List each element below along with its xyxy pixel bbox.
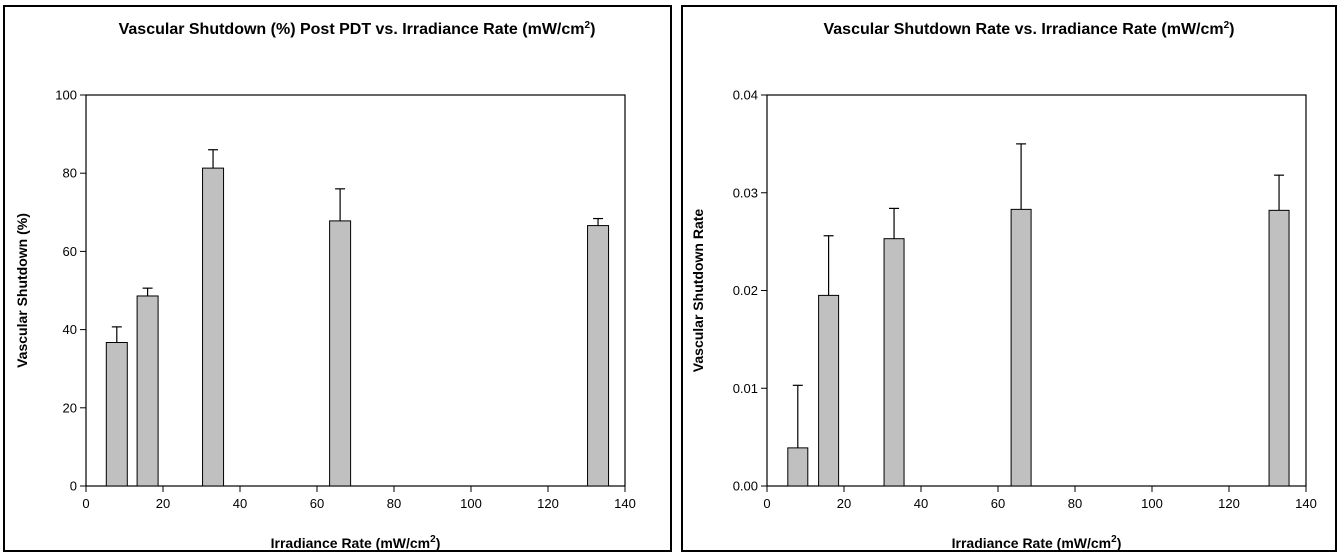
x-tick-label: 20 <box>837 496 851 511</box>
label-superscript: 2 <box>1224 20 1230 31</box>
x-tick-label: 100 <box>460 496 482 511</box>
x-tick-label: 20 <box>156 496 170 511</box>
chart-title: Vascular Shutdown (%) Post PDT vs. Irrad… <box>119 20 596 38</box>
x-tick-label: 140 <box>1295 496 1317 511</box>
label-superscript: 2 <box>1111 534 1117 545</box>
label-superscript: 2 <box>585 20 591 31</box>
label-text: Irradiance Rate (mW/cm <box>952 535 1112 551</box>
label-superscript: 2 <box>430 534 436 545</box>
bar <box>202 167 225 487</box>
bar <box>587 225 610 487</box>
chart-title: Vascular Shutdown Rate vs. Irradiance Ra… <box>823 20 1234 38</box>
bar <box>1010 208 1032 487</box>
y-tick-label: 100 <box>55 88 77 103</box>
x-axis-label: Irradiance Rate (mW/cm2) <box>952 534 1122 551</box>
x-tick-label: 0 <box>763 496 770 511</box>
bar <box>787 447 809 487</box>
x-axis-label: Irradiance Rate (mW/cm2) <box>271 534 441 551</box>
y-tick-label: 40 <box>63 322 77 337</box>
bar <box>329 220 352 487</box>
chart-svg-left: Vascular Shutdown (%) Post PDT vs. Irrad… <box>14 20 636 551</box>
label-text: Vascular Shutdown Rate vs. Irradiance Ra… <box>823 21 1223 38</box>
x-tick-label: 60 <box>310 496 324 511</box>
x-tick-label: 40 <box>914 496 928 511</box>
chart-svg-right: Vascular Shutdown Rate vs. Irradiance Ra… <box>690 20 1317 551</box>
label-text-end: ) <box>1117 535 1122 551</box>
y-tick-label: 0.01 <box>733 381 758 396</box>
y-tick-label: 80 <box>63 166 77 181</box>
y-tick-label: 0.00 <box>733 479 758 494</box>
y-axis-label: Vascular Shutdown (%) <box>14 213 30 368</box>
x-tick-label: 0 <box>82 496 89 511</box>
y-axis-label: Vascular Shutdown Rate <box>690 209 706 373</box>
x-tick-label: 120 <box>1218 496 1240 511</box>
y-tick-label: 0.03 <box>733 185 758 200</box>
label-text-end: ) <box>436 535 441 551</box>
y-tick-label: 0.02 <box>733 283 758 298</box>
y-tick-label: 20 <box>63 400 77 415</box>
y-tick-label: 0.04 <box>733 88 758 103</box>
x-tick-label: 120 <box>537 496 559 511</box>
bar <box>136 295 159 487</box>
bar <box>1268 209 1290 487</box>
x-tick-label: 100 <box>1141 496 1163 511</box>
label-text-end: ) <box>590 21 595 38</box>
x-tick-label: 140 <box>614 496 636 511</box>
x-tick-label: 80 <box>387 496 401 511</box>
x-tick-label: 40 <box>233 496 247 511</box>
bar <box>105 342 128 487</box>
y-tick-label: 0 <box>70 479 77 494</box>
label-text: Irradiance Rate (mW/cm <box>271 535 431 551</box>
bar <box>818 294 840 487</box>
chart-panel-irradiance-shutdown-rate: Vascular Shutdown Rate vs. Irradiance Ra… <box>681 5 1337 552</box>
chart-panel-irradiance-shutdown-percent: Vascular Shutdown (%) Post PDT vs. Irrad… <box>3 5 672 552</box>
x-tick-label: 80 <box>1068 496 1082 511</box>
label-text-end: ) <box>1229 21 1234 38</box>
y-tick-label: 60 <box>63 244 77 259</box>
bar <box>883 238 905 487</box>
x-tick-label: 60 <box>991 496 1005 511</box>
label-text: Vascular Shutdown (%) Post PDT vs. Irrad… <box>119 21 585 38</box>
plot-frame <box>85 94 626 487</box>
plot-frame <box>766 94 1307 487</box>
